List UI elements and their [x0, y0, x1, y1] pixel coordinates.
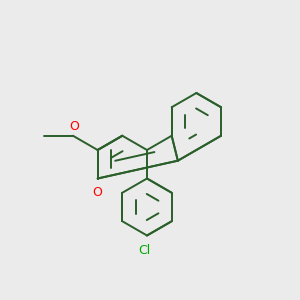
Text: O: O	[70, 120, 80, 133]
Text: O: O	[93, 186, 103, 199]
Text: Cl: Cl	[138, 244, 150, 257]
